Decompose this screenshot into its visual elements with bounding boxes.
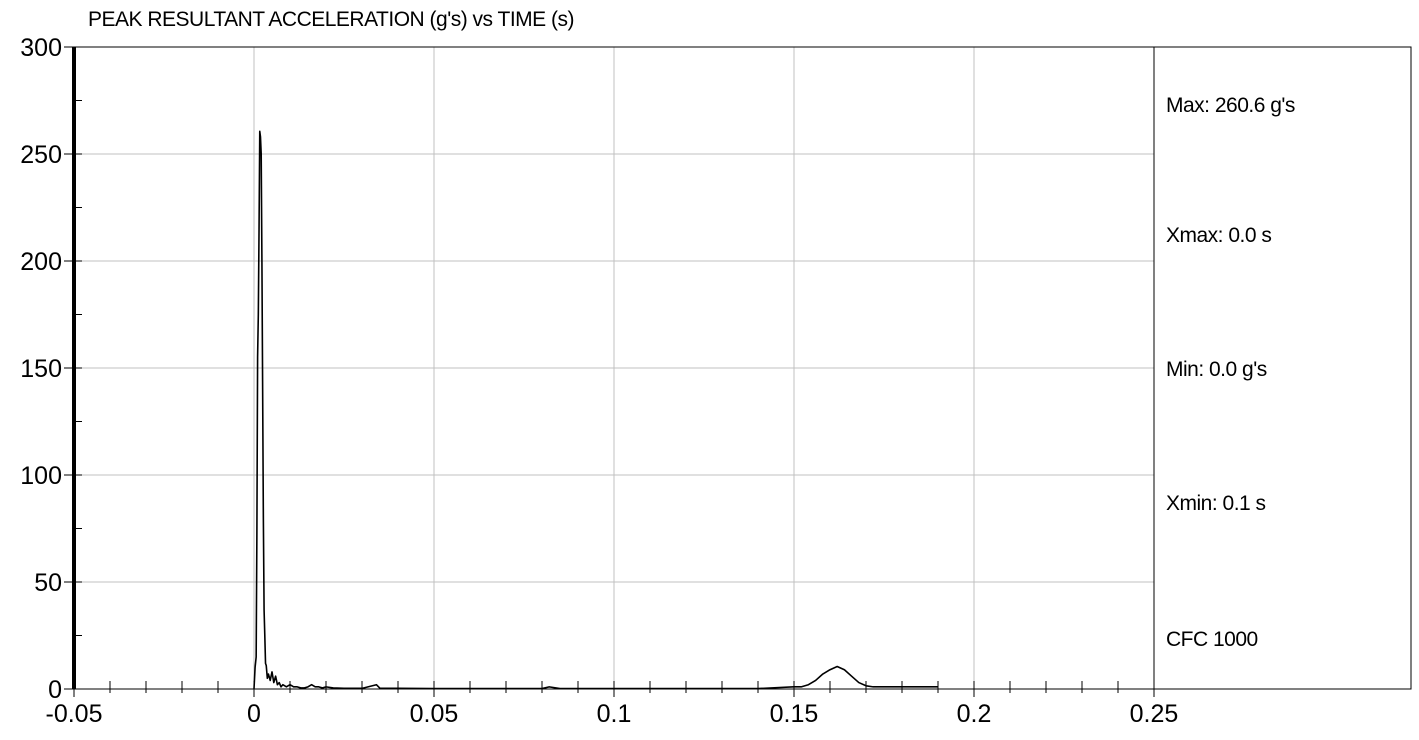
y-tick-label: 50 <box>34 569 62 597</box>
grid-lines <box>74 47 1154 689</box>
x-tick-label: 0.25 <box>1130 700 1179 728</box>
x-tick-label: 0.15 <box>770 700 819 728</box>
stat-xmax: Xmax: 0.0 s <box>1166 224 1272 247</box>
series-line-0 <box>253 130 938 690</box>
series-layer <box>253 130 938 690</box>
x-tick-label: 0.1 <box>597 700 632 728</box>
x-tick-label: 0.05 <box>410 700 459 728</box>
y-tick-label: 0 <box>48 676 62 704</box>
axes <box>64 46 1412 697</box>
stats-panel: Max: 260.6 g's Xmax: 0.0 s Min: 0.0 g's … <box>1154 47 1411 687</box>
y-tick-label: 250 <box>20 141 62 169</box>
x-tick-label: -0.05 <box>46 700 103 728</box>
y-tick-label: 100 <box>20 462 62 490</box>
x-tick-label: 0 <box>247 700 261 728</box>
x-tick-label: 0.2 <box>957 700 992 728</box>
y-tick-label: 200 <box>20 248 62 276</box>
stat-filter: CFC 1000 <box>1166 628 1258 651</box>
stat-xmin: Xmin: 0.1 s <box>1166 492 1266 515</box>
chart-title: PEAK RESULTANT ACCELERATION (g's) vs TIM… <box>88 8 574 31</box>
stat-min: Min: 0.0 g's <box>1166 358 1267 381</box>
y-tick-label: 150 <box>20 355 62 383</box>
stat-max: Max: 260.6 g's <box>1166 94 1295 117</box>
y-tick-label: 300 <box>20 34 62 62</box>
